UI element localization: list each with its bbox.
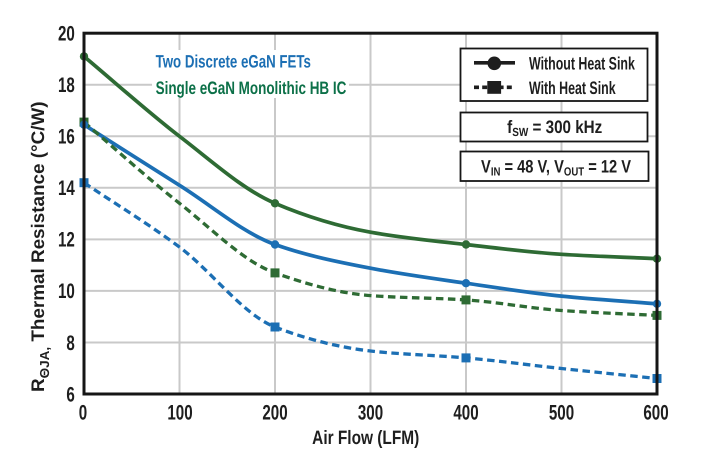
svg-text:Air Flow (LFM): Air Flow (LFM) (312, 427, 419, 449)
svg-text:16: 16 (58, 126, 75, 149)
svg-text:VIN = 48 V, VOUT = 12 V: VIN = 48 V, VOUT = 12 V (481, 156, 631, 178)
svg-text:100: 100 (167, 401, 192, 424)
svg-text:400: 400 (453, 401, 478, 424)
svg-text:600: 600 (643, 401, 668, 424)
svg-text:0: 0 (79, 401, 87, 424)
svg-text:18: 18 (58, 74, 75, 97)
svg-text:Two Discrete eGaN FETs: Two Discrete eGaN FETs (156, 52, 311, 72)
svg-text:12: 12 (58, 229, 75, 252)
svg-text:14: 14 (58, 177, 75, 200)
svg-text:20: 20 (58, 23, 75, 46)
svg-text:500: 500 (549, 401, 574, 424)
svg-text:6: 6 (66, 383, 74, 406)
svg-text:Without Heat Sink: Without Heat Sink (529, 53, 636, 73)
svg-text:Single eGaN Monolithic HB IC: Single eGaN Monolithic HB IC (156, 78, 347, 98)
svg-text:8: 8 (66, 332, 75, 355)
svg-text:With Heat Sink: With Heat Sink (529, 78, 616, 98)
svg-text:RΘJA, Thermal Resistance (°C/W: RΘJA, Thermal Resistance (°C/W) (28, 101, 52, 392)
svg-text:10: 10 (58, 280, 75, 303)
svg-text:fSW = 300 kHz: fSW = 300 kHz (507, 117, 602, 139)
svg-text:200: 200 (262, 401, 287, 424)
svg-text:300: 300 (358, 401, 383, 424)
